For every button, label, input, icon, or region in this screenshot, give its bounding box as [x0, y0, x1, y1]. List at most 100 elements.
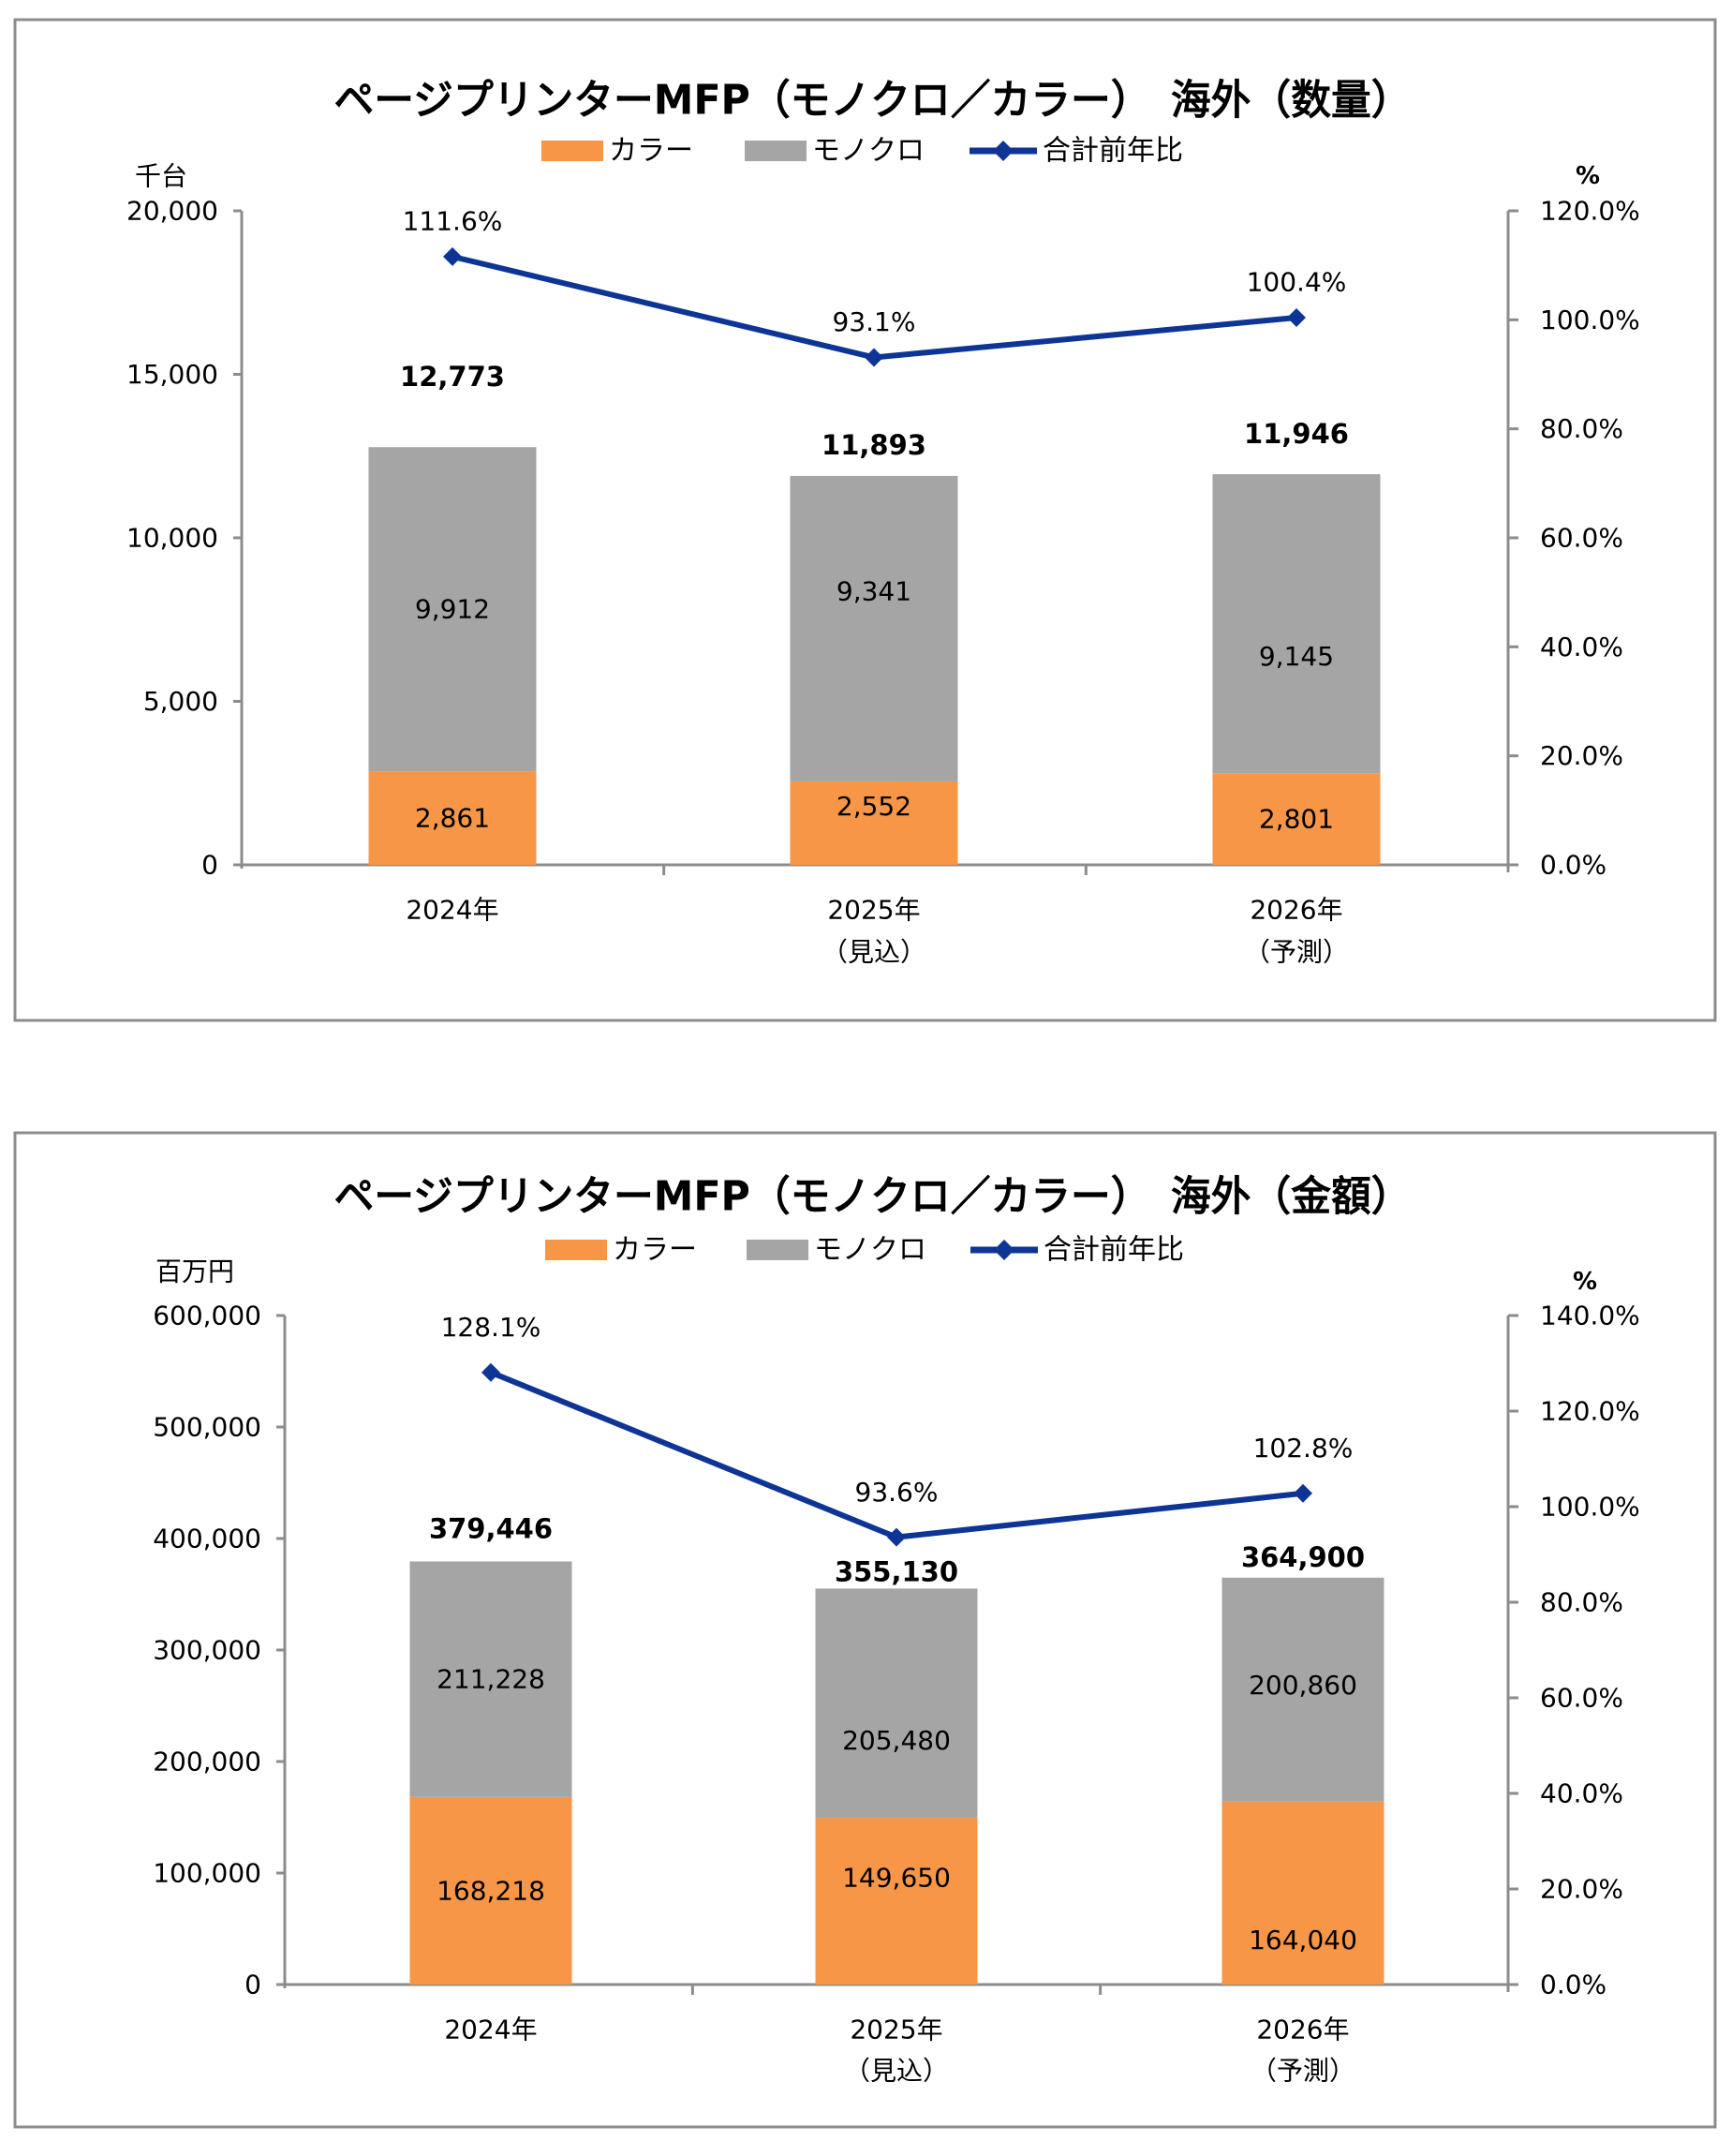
y2-axis-tick-label: 80.0% [1540, 413, 1623, 444]
bar-color-segment [368, 771, 537, 865]
legend-label-yoy: 合計前年比 [1044, 1234, 1184, 1267]
yoy-value-label: 93.6% [855, 1477, 939, 1508]
yoy-value-label: 93.1% [833, 306, 916, 337]
y-axis-tick-label: 500,000 [153, 1412, 261, 1443]
y2-axis-unit-label: % [1573, 1268, 1597, 1296]
x-axis-tick-label: 2025年 [827, 895, 920, 926]
legend-swatch-mono [747, 1240, 808, 1260]
y2-axis-unit-label: % [1576, 162, 1600, 190]
y-axis-tick-label: 10,000 [126, 523, 218, 554]
x-axis-tick-label: 2025年 [850, 2015, 942, 2045]
bar-total-value-label: 364,900 [1241, 1541, 1365, 1573]
y2-axis-tick-label: 100.0% [1540, 305, 1640, 335]
bar-mono-segment [815, 1588, 978, 1818]
legend: カラー モノクロ 合計前年比 [545, 1234, 1184, 1267]
yoy-value-label: 100.4% [1247, 267, 1347, 298]
x-axis-tick-label-sub: （見込） [822, 937, 926, 968]
bar-mono-value-label: 9,912 [415, 594, 490, 625]
bar-total-value-label: 379,446 [429, 1512, 553, 1544]
yoy-point-marker [887, 1527, 906, 1547]
y2-axis-tick-label: 120.0% [1540, 1396, 1640, 1427]
y-axis-tick-label: 0 [201, 850, 218, 881]
bar-mono-segment [368, 447, 537, 772]
y-axis-tick-label: 5,000 [143, 686, 218, 717]
y2-axis-tick-label: 120.0% [1540, 196, 1640, 227]
y-axis-tick-label: 20,000 [126, 196, 218, 227]
bar-total-value-label: 11,893 [822, 429, 926, 461]
yoy-point-marker [443, 246, 462, 266]
bar-mono-value-label: 211,228 [437, 1664, 545, 1695]
bar-mono-segment [790, 475, 958, 781]
y2-axis-tick-label: 20.0% [1540, 1874, 1623, 1905]
bar-color-value-label: 149,650 [842, 1862, 951, 1893]
y-axis-unit-label: 百万円 [155, 1256, 234, 1287]
bar-mono-value-label: 9,341 [836, 575, 911, 606]
x-axis-tick-label: 2024年 [444, 2015, 537, 2045]
legend-swatch-color [545, 1240, 607, 1260]
legend-swatch-color [541, 141, 603, 161]
yoy-value-label: 102.8% [1253, 1433, 1354, 1464]
legend-marker-diamond-icon [993, 141, 1014, 161]
bar-mono-value-label: 200,860 [1249, 1670, 1357, 1701]
bar-mono-segment [1212, 474, 1381, 774]
bar-mono-value-label: 9,145 [1259, 641, 1334, 672]
legend-swatch-mono [745, 141, 807, 161]
chart-quantity: ページプリンターMFP（モノクロ／カラー） 海外（数量） カラー モノクロ 合計前年比… [13, 18, 1717, 1022]
y2-axis-tick-label: 40.0% [1540, 1778, 1623, 1809]
y-axis-tick-label: 15,000 [126, 359, 218, 390]
bar-color-segment [1221, 1801, 1384, 1985]
bar-color-value-label: 164,040 [1249, 1925, 1357, 1955]
y2-axis-tick-label: 20.0% [1540, 740, 1623, 771]
bar-mono-value-label: 205,480 [842, 1725, 951, 1756]
y2-axis-tick-label: 100.0% [1540, 1492, 1640, 1523]
legend-label-mono: モノクロ [812, 135, 925, 168]
legend-label-color: カラー [613, 1234, 697, 1267]
y-axis-tick-label: 0 [244, 1970, 261, 2000]
legend-marker-diamond-icon [994, 1240, 1014, 1260]
yoy-point-marker [1287, 308, 1306, 328]
yoy-point-marker [1294, 1483, 1312, 1503]
y2-axis-tick-label: 60.0% [1540, 1683, 1623, 1714]
bar-color-segment [409, 1796, 572, 1985]
chart-title: ページプリンターMFP（モノクロ／カラー） 海外（数量） [334, 77, 1412, 125]
bar-color-segment [815, 1817, 978, 1985]
bar-color-value-label: 168,218 [437, 1875, 545, 1906]
y-axis-tick-label: 400,000 [153, 1524, 261, 1554]
yoy-value-label: 111.6% [403, 205, 503, 236]
yoy-point-marker [481, 1362, 500, 1382]
x-axis-tick-label-sub: （予測） [1251, 2056, 1355, 2087]
y2-axis-tick-label: 80.0% [1540, 1587, 1623, 1618]
bar-color-value-label: 2,801 [1259, 804, 1334, 835]
bar-color-value-label: 2,861 [415, 803, 490, 834]
y-axis-unit-label: 千台 [135, 161, 187, 192]
y2-axis-tick-label: 0.0% [1540, 1970, 1606, 2000]
bar-color-segment [1212, 773, 1381, 865]
yoy-point-marker [865, 348, 883, 367]
x-axis-tick-label: 2024年 [406, 895, 498, 926]
y2-axis-tick-label: 140.0% [1540, 1301, 1640, 1331]
bar-mono-segment [1221, 1577, 1384, 1802]
bar-total-value-label: 12,773 [400, 361, 505, 393]
legend-label-color: カラー [609, 135, 693, 168]
yoy-value-label: 128.1% [441, 1312, 541, 1343]
x-axis-tick-label-sub: （予測） [1244, 937, 1349, 968]
x-axis-tick-label-sub: （見込） [844, 2056, 949, 2087]
bar-color-value-label: 2,552 [836, 791, 911, 822]
x-axis-tick-label: 2026年 [1250, 895, 1342, 926]
chart-title: ページプリンターMFP（モノクロ／カラー） 海外（金額） [334, 1173, 1412, 1221]
legend-label-yoy: 合計前年比 [1043, 135, 1183, 168]
legend-label-mono: モノクロ [814, 1234, 926, 1267]
bar-total-value-label: 355,130 [835, 1555, 958, 1587]
y2-axis-tick-label: 60.0% [1540, 523, 1623, 554]
bar-color-segment [790, 781, 958, 865]
bar-mono-segment [409, 1561, 572, 1797]
y-axis-tick-label: 600,000 [153, 1301, 261, 1331]
legend: カラー モノクロ 合計前年比 [541, 135, 1183, 168]
x-axis-tick-label: 2026年 [1256, 2015, 1349, 2045]
y-axis-tick-label: 100,000 [153, 1858, 261, 1889]
y2-axis-tick-label: 40.0% [1540, 632, 1623, 662]
y-axis-tick-label: 200,000 [153, 1747, 261, 1777]
bar-total-value-label: 11,946 [1244, 418, 1349, 450]
y-axis-tick-label: 300,000 [153, 1635, 261, 1666]
